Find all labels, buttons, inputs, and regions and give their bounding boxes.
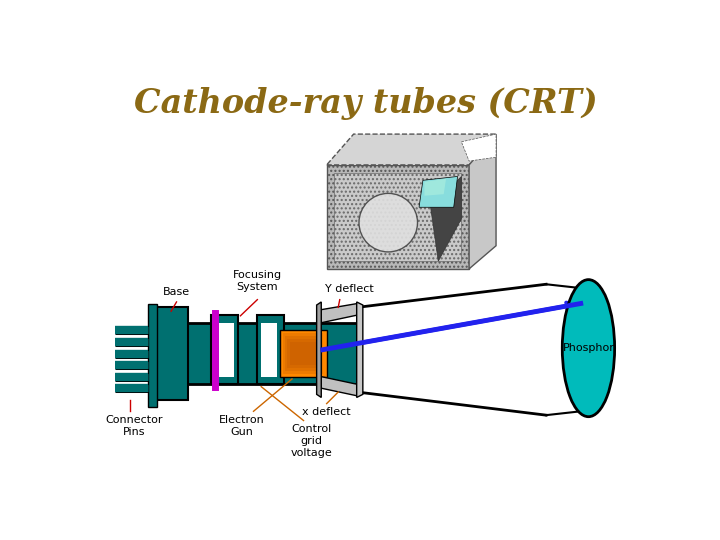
Ellipse shape <box>562 280 615 417</box>
Polygon shape <box>431 177 462 261</box>
Bar <box>211 315 238 384</box>
Bar <box>184 323 357 384</box>
Bar <box>285 336 320 372</box>
Polygon shape <box>321 377 357 396</box>
Text: Electron
Gun: Electron Gun <box>219 415 265 437</box>
Text: Focusing
System: Focusing System <box>233 271 282 292</box>
Bar <box>153 307 188 400</box>
Bar <box>148 303 157 408</box>
Polygon shape <box>317 302 321 397</box>
Bar <box>289 342 316 365</box>
Polygon shape <box>462 134 496 161</box>
Bar <box>257 315 284 384</box>
Bar <box>283 333 323 374</box>
Bar <box>287 339 318 368</box>
Circle shape <box>359 193 418 252</box>
Text: x deflect: x deflect <box>302 408 351 417</box>
Text: Phosphor: Phosphor <box>562 343 614 353</box>
Polygon shape <box>425 179 446 195</box>
Text: Connector
Pins: Connector Pins <box>105 415 163 437</box>
Polygon shape <box>469 134 496 269</box>
Polygon shape <box>334 173 462 261</box>
Text: Base: Base <box>163 287 190 298</box>
Polygon shape <box>321 303 357 323</box>
Bar <box>219 323 234 377</box>
Bar <box>281 330 327 377</box>
Polygon shape <box>327 165 469 269</box>
Text: Cathode-ray tubes (CRT): Cathode-ray tubes (CRT) <box>134 87 598 120</box>
Bar <box>261 323 276 377</box>
Text: Control
grid
voltage: Control grid voltage <box>290 424 332 457</box>
Polygon shape <box>327 134 496 165</box>
Text: Y deflect: Y deflect <box>325 284 374 294</box>
Polygon shape <box>356 302 363 397</box>
Polygon shape <box>419 177 457 207</box>
